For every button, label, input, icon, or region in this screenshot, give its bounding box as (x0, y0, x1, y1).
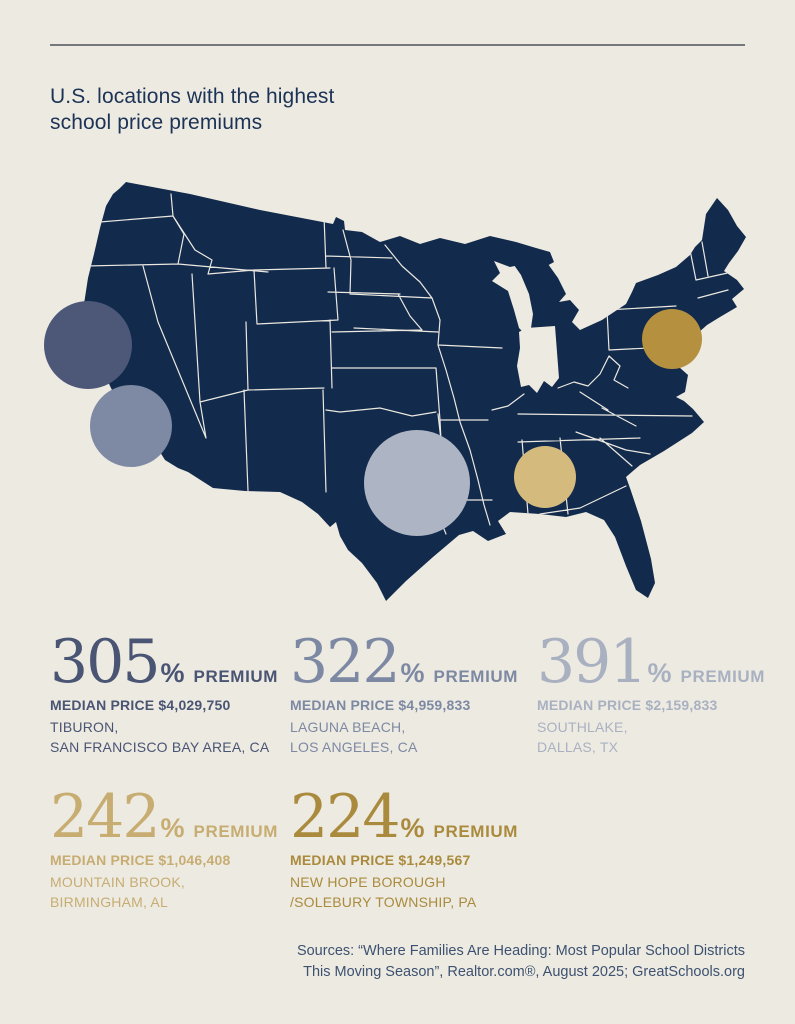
median-price: MEDIAN PRICE $1,046,408 (50, 852, 231, 868)
map-bubble-laguna-beach (90, 385, 172, 467)
stats-grid: 305% PREMIUM MEDIAN PRICE $4,029,750 TIBU… (50, 627, 764, 912)
location-line2: SAN FRANCISCO BAY AREA, CA (50, 739, 270, 755)
map-bubble-southlake (364, 430, 470, 536)
location-line1: LAGUNA BEACH, (290, 719, 406, 735)
stat-southlake: 391% PREMIUM MEDIAN PRICE $2,159,833 SOUT… (537, 627, 766, 757)
map-bubble-tiburon (44, 301, 132, 389)
source-attribution: Sources: “Where Families Are Heading: Mo… (297, 941, 745, 983)
location-line1: NEW HOPE BOROUGH (290, 874, 446, 890)
us-map (40, 170, 760, 615)
page-title-line2: school price premiums (50, 111, 263, 134)
premium-label: PREMIUM (193, 822, 279, 841)
location-line2: /SOLEBURY TOWNSHIP, PA (290, 894, 477, 910)
premium-value: 305 (50, 627, 161, 697)
percent-sign: % (160, 813, 185, 843)
location-name: NEW HOPE BOROUGH /SOLEBURY TOWNSHIP, PA (290, 872, 537, 912)
percent-sign: % (400, 813, 425, 843)
stat-headline: 322% PREMIUM (290, 627, 537, 697)
median-price: MEDIAN PRICE $2,159,833 (537, 697, 718, 713)
location-name: LAGUNA BEACH, LOS ANGELES, CA (290, 717, 537, 757)
premium-label: PREMIUM (680, 667, 766, 686)
us-landmass (84, 182, 746, 601)
stat-headline: 305% PREMIUM (50, 627, 290, 697)
premium-label: PREMIUM (433, 667, 519, 686)
page-title: U.S. locations with the highest school p… (50, 84, 334, 136)
percent-sign: % (400, 658, 425, 688)
map-bubble-mountain-brook (514, 446, 576, 508)
location-line1: SOUTHLAKE, (537, 719, 628, 735)
location-line2: DALLAS, TX (537, 739, 619, 755)
stat-new-hope: 224% PREMIUM MEDIAN PRICE $1,249,567 NEW … (290, 782, 537, 912)
percent-sign: % (160, 658, 185, 688)
state-indiana-highlight (517, 326, 559, 393)
location-line1: MOUNTAIN BROOK, (50, 874, 185, 890)
premium-value: 322 (290, 627, 401, 697)
location-name: SOUTHLAKE, DALLAS, TX (537, 717, 765, 757)
stat-headline: 224% PREMIUM (290, 782, 537, 852)
location-name: TIBURON, SAN FRANCISCO BAY AREA, CA (50, 717, 290, 757)
stat-headline: 242% PREMIUM (50, 782, 290, 852)
premium-value: 391 (537, 627, 648, 697)
stat-laguna-beach: 322% PREMIUM MEDIAN PRICE $4,959,833 LAGU… (290, 627, 537, 757)
median-price: MEDIAN PRICE $4,029,750 (50, 697, 231, 713)
percent-sign: % (647, 658, 672, 688)
location-name: MOUNTAIN BROOK, BIRMINGHAM, AL (50, 872, 290, 912)
source-line1: Sources: “Where Families Are Heading: Mo… (296, 943, 745, 959)
location-line2: LOS ANGELES, CA (290, 739, 418, 755)
location-line2: BIRMINGHAM, AL (50, 894, 168, 910)
premium-value: 224 (290, 782, 401, 852)
stat-headline: 391% PREMIUM (537, 627, 766, 697)
source-line2: This Moving Season”, Realtor.com®, Augus… (303, 964, 745, 980)
median-price: MEDIAN PRICE $1,249,567 (290, 852, 471, 868)
us-map-svg (44, 182, 746, 601)
location-line1: TIBURON, (50, 719, 119, 735)
premium-value: 242 (50, 782, 161, 852)
stat-mountain-brook: 242% PREMIUM MEDIAN PRICE $1,046,408 MOUN… (50, 782, 290, 912)
page-title-line1: U.S. locations with the highest (50, 85, 335, 108)
map-bubble-new-hope (642, 309, 702, 369)
top-divider (50, 44, 745, 46)
premium-label: PREMIUM (193, 667, 279, 686)
premium-label: PREMIUM (433, 822, 519, 841)
stat-tiburon: 305% PREMIUM MEDIAN PRICE $4,029,750 TIBU… (50, 627, 290, 757)
median-price: MEDIAN PRICE $4,959,833 (290, 697, 471, 713)
